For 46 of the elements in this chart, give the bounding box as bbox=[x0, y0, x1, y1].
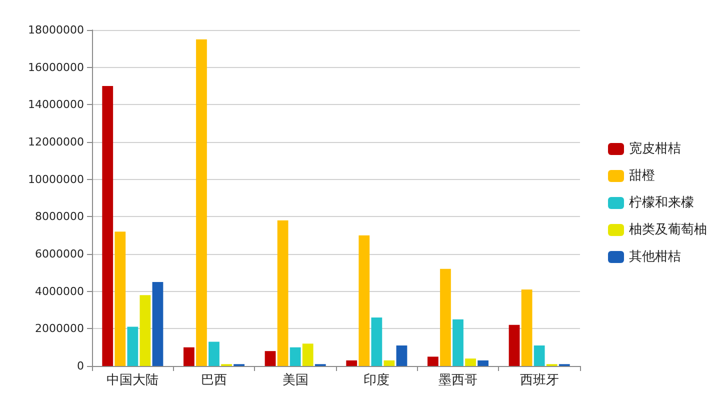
x-tick-label: 西班牙 bbox=[520, 373, 559, 388]
x-tick-label: 印度 bbox=[364, 372, 390, 388]
legend-label: 甜橙 bbox=[629, 168, 655, 184]
bar bbox=[277, 220, 288, 366]
bar bbox=[346, 360, 358, 366]
y-tick-label: 6000000 bbox=[35, 248, 84, 260]
bar bbox=[384, 360, 395, 366]
bar bbox=[184, 347, 194, 366]
y-tick-label: 10000000 bbox=[28, 172, 84, 186]
bar bbox=[428, 356, 438, 366]
bar bbox=[465, 358, 476, 366]
y-tick-label: 8000000 bbox=[35, 210, 84, 224]
bar bbox=[440, 268, 451, 366]
legend-label: 柚类及葡萄柚 bbox=[629, 222, 707, 238]
y-tick-label: 14000000 bbox=[28, 98, 84, 112]
bar bbox=[478, 360, 488, 366]
bar bbox=[140, 295, 151, 366]
bar bbox=[127, 326, 138, 366]
bar bbox=[152, 282, 164, 366]
y-tick-label: 12000000 bbox=[28, 136, 84, 148]
legend-label: 宽皮柑桔 bbox=[629, 140, 681, 156]
bar bbox=[208, 342, 220, 366]
bar bbox=[358, 235, 370, 366]
bar bbox=[452, 319, 464, 366]
bar bbox=[396, 345, 408, 366]
y-tick-label: 0 bbox=[77, 360, 84, 372]
x-tick-label: 巴西 bbox=[201, 373, 227, 388]
bar bbox=[290, 347, 301, 366]
bar bbox=[521, 289, 532, 366]
bar bbox=[114, 232, 126, 366]
bar bbox=[508, 324, 520, 366]
bar bbox=[102, 86, 114, 366]
legend-label: 柠檬和来檬 bbox=[629, 196, 694, 210]
y-tick-label: 18000000 bbox=[28, 24, 84, 36]
bar bbox=[264, 351, 276, 366]
x-tick-label: 墨西哥 bbox=[438, 373, 478, 388]
x-tick-label: 美国 bbox=[282, 372, 308, 388]
legend-label: 其他柑桔 bbox=[629, 250, 681, 264]
bar bbox=[302, 344, 314, 366]
x-tick-label: 中国大陆 bbox=[106, 373, 159, 388]
bar bbox=[534, 345, 545, 366]
y-tick-label: 16000000 bbox=[28, 60, 84, 74]
y-tick-label: 4000000 bbox=[35, 284, 84, 298]
bar bbox=[196, 39, 207, 366]
y-tick-label: 2000000 bbox=[35, 322, 84, 336]
bar bbox=[371, 317, 382, 366]
